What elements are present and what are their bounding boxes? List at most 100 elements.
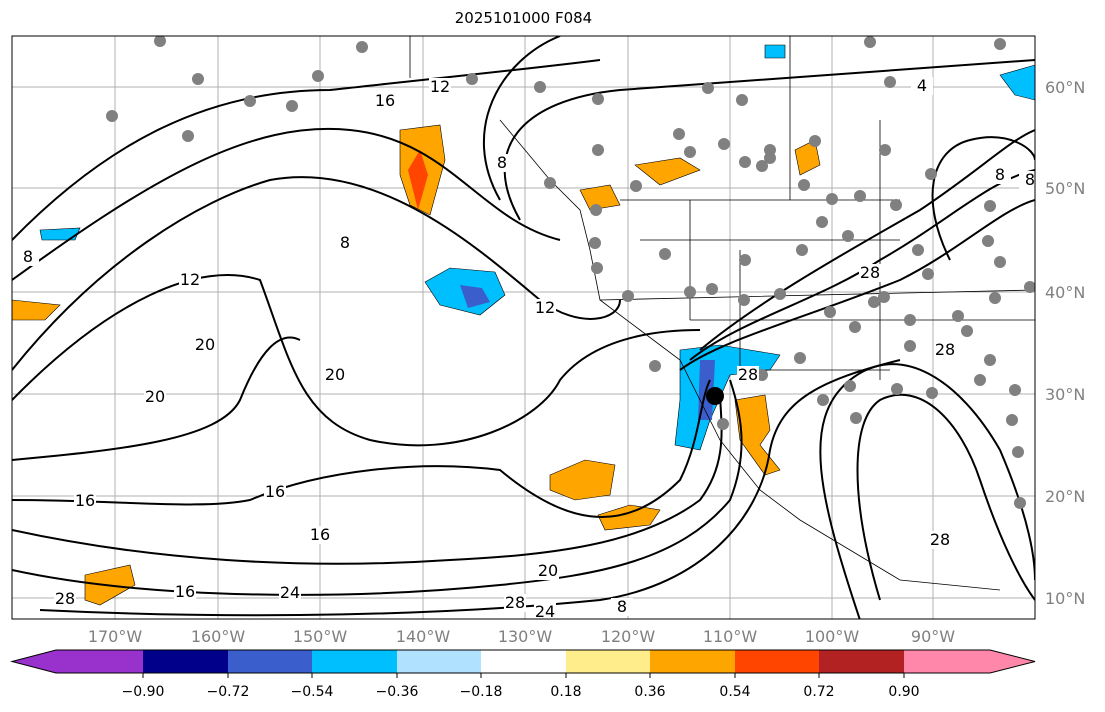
contour-label-bg: [54, 590, 76, 608]
contour-label-bg: [324, 366, 346, 384]
station-dot: [1009, 384, 1021, 396]
contour-label-bg: [194, 336, 216, 354]
colorbar-outline: [10, 649, 1036, 674]
anomaly-blob: [549, 459, 616, 501]
state-borders: [409, 36, 1035, 591]
station-dot: [891, 383, 903, 395]
colorbar-tick-label: 0.72: [803, 684, 834, 700]
anomaly-blob: [460, 285, 490, 308]
contour-label: 28: [55, 589, 75, 608]
contour-label-bg: [279, 584, 301, 602]
station-dot: [738, 294, 750, 306]
station-dot: [1014, 497, 1026, 509]
station-dot: [739, 254, 751, 266]
longitude-label: 100°W: [805, 627, 860, 646]
map-frame: [11, 35, 1036, 620]
colorbar-segment: [56, 650, 144, 673]
station-dot: [684, 286, 696, 298]
station-dot: [590, 204, 602, 216]
contour-label-bg: [504, 594, 526, 612]
anomaly-blob: [634, 157, 701, 186]
station-dot: [649, 360, 661, 372]
contour-label: 20: [325, 365, 345, 384]
station-dot: [982, 235, 994, 247]
contour-label: 28: [505, 593, 525, 612]
station-dot: [864, 36, 876, 48]
colorbar-extend-min: [12, 650, 56, 673]
longitude-label: 160°W: [191, 627, 246, 646]
station-dot: [984, 354, 996, 366]
contour-label-bg: [1019, 171, 1035, 189]
contour-label: 20: [195, 335, 215, 354]
station-dot: [702, 82, 714, 94]
station-dot: [878, 291, 890, 303]
station-dot: [809, 135, 821, 147]
station-dot: [961, 325, 973, 337]
station-dot: [312, 70, 324, 82]
contour-label-bg: [534, 299, 556, 317]
colorbar-tick-label: −0.36: [376, 684, 419, 700]
station-dot: [824, 306, 836, 318]
contour-label-bg: [491, 154, 513, 172]
station-dot: [884, 76, 896, 88]
station-dot: [659, 248, 671, 260]
station-dot: [879, 144, 891, 156]
station-dot: [534, 81, 546, 93]
colorbar-segment: [312, 650, 398, 673]
station-dot: [854, 190, 866, 202]
contour-label-bg: [17, 248, 39, 266]
longitude-label: 90°W: [911, 627, 955, 646]
contour-label: 8: [23, 247, 33, 266]
station-dot: [244, 95, 256, 107]
contour-label: 12: [180, 270, 200, 289]
station-dot: [796, 244, 808, 256]
station-dot: [706, 283, 718, 295]
station-dot: [739, 156, 751, 168]
station-dot: [589, 237, 601, 249]
contour-label: 28: [860, 263, 880, 282]
anomaly-blob: [764, 44, 786, 59]
latitude-label: 20°N: [1045, 487, 1085, 506]
station-dot: [106, 110, 118, 122]
station-dot: [356, 41, 368, 53]
contour-label: 8: [497, 153, 507, 172]
station-dot: [1024, 281, 1035, 293]
contour-label-bg: [179, 271, 201, 289]
longitude-label: 120°W: [601, 627, 656, 646]
station-dot: [844, 380, 856, 392]
station-dot: [912, 244, 924, 256]
contour-label: 8: [617, 597, 627, 616]
station-dot: [736, 94, 748, 106]
colorbar-tick-label: −0.18: [460, 684, 503, 700]
station-dot: [850, 412, 862, 424]
station-dot: [717, 418, 729, 430]
colorbar-segment: [397, 650, 482, 673]
station-dot: [816, 216, 828, 228]
latitude-label: 10°N: [1045, 589, 1085, 608]
contour-label: 28: [930, 530, 950, 549]
colorbar-tick-label: 0.18: [550, 684, 581, 700]
station-dot: [890, 199, 902, 211]
anomaly-blob: [39, 227, 81, 241]
station-dot: [868, 296, 880, 308]
colorbar-segment: [566, 650, 651, 673]
contour-label: 20: [538, 561, 558, 580]
colorbar-extend-max: [990, 650, 1035, 673]
latitude-label: 50°N: [1045, 179, 1085, 198]
station-dot: [544, 177, 556, 189]
contour-label-bg: [859, 264, 881, 282]
contour-label-bg: [611, 598, 633, 616]
contour-label-bg: [264, 483, 286, 501]
station-dot: [591, 262, 603, 274]
contour-lines: [12, 36, 1035, 619]
colorbar-segment: [904, 650, 991, 673]
station-dot: [622, 290, 634, 302]
station-dot: [817, 394, 829, 406]
station-dot: [1006, 414, 1018, 426]
colorbar-tick-label: 0.36: [634, 684, 665, 700]
station-dot: [926, 387, 938, 399]
station-dot: [286, 100, 298, 112]
anomaly-blob: [597, 504, 661, 531]
contour-label-bg: [929, 531, 951, 549]
